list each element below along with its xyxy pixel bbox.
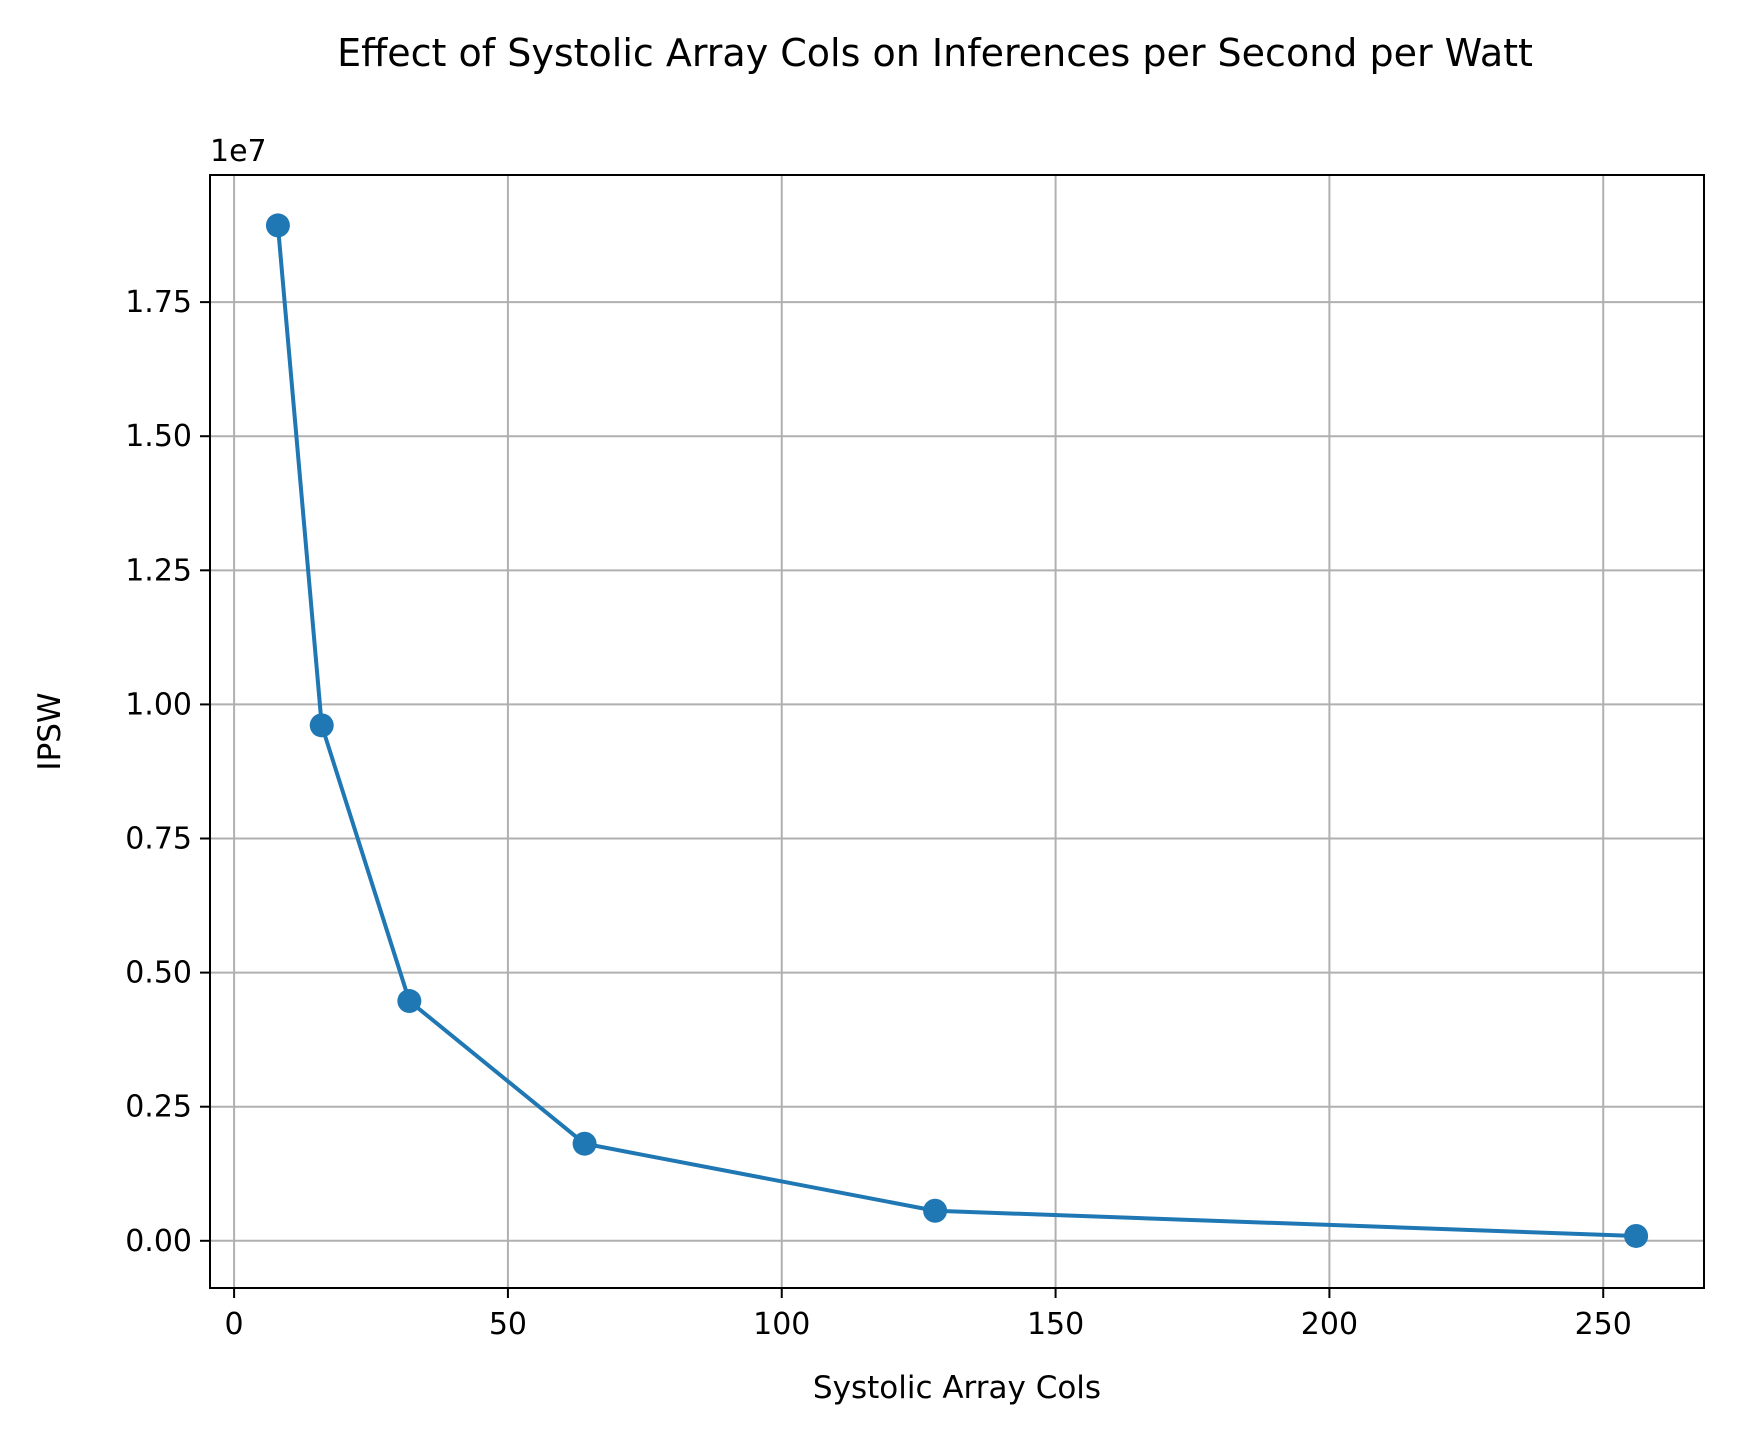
data-point <box>1624 1223 1649 1248</box>
y-tick-label: 0.50 <box>125 956 192 991</box>
series-layer <box>265 213 1649 1248</box>
x-axis-label: Systolic Array Cols <box>813 1370 1101 1406</box>
y-tick-label: 1.75 <box>125 285 192 320</box>
y-tick-label: 0.75 <box>125 822 192 857</box>
x-tick-label: 150 <box>1027 1307 1084 1342</box>
x-tick-label: 0 <box>225 1307 244 1342</box>
y-axis-label: IPSW <box>32 692 68 770</box>
data-point <box>923 1198 948 1223</box>
data-point <box>309 713 334 738</box>
x-tick-label: 50 <box>489 1307 527 1342</box>
y-tick-label: 1.50 <box>125 419 192 454</box>
y-tick-label: 0.00 <box>125 1224 192 1259</box>
y-axis-offset-label: 1e7 <box>210 134 267 169</box>
series-line <box>275 225 1637 1238</box>
y-tick-label: 1.00 <box>125 687 192 722</box>
grid-lines <box>210 175 1704 1288</box>
x-tick-label: 200 <box>1301 1307 1358 1342</box>
x-tick-label: 250 <box>1575 1307 1632 1342</box>
chart-title: Effect of Systolic Array Cols on Inferen… <box>337 31 1533 75</box>
data-point <box>397 989 422 1014</box>
ticks-layer: 0 50 100 150 200 250 0.00 0.25 0.50 0.75 1.00 1.25 1… <box>125 285 1632 1342</box>
data-point <box>572 1131 597 1156</box>
data-point <box>265 213 290 238</box>
y-tick-label: 0.25 <box>125 1090 192 1125</box>
x-tick-label: 100 <box>753 1307 810 1342</box>
y-tick-label: 1.25 <box>125 553 192 588</box>
axes-frame <box>209 174 1705 1289</box>
